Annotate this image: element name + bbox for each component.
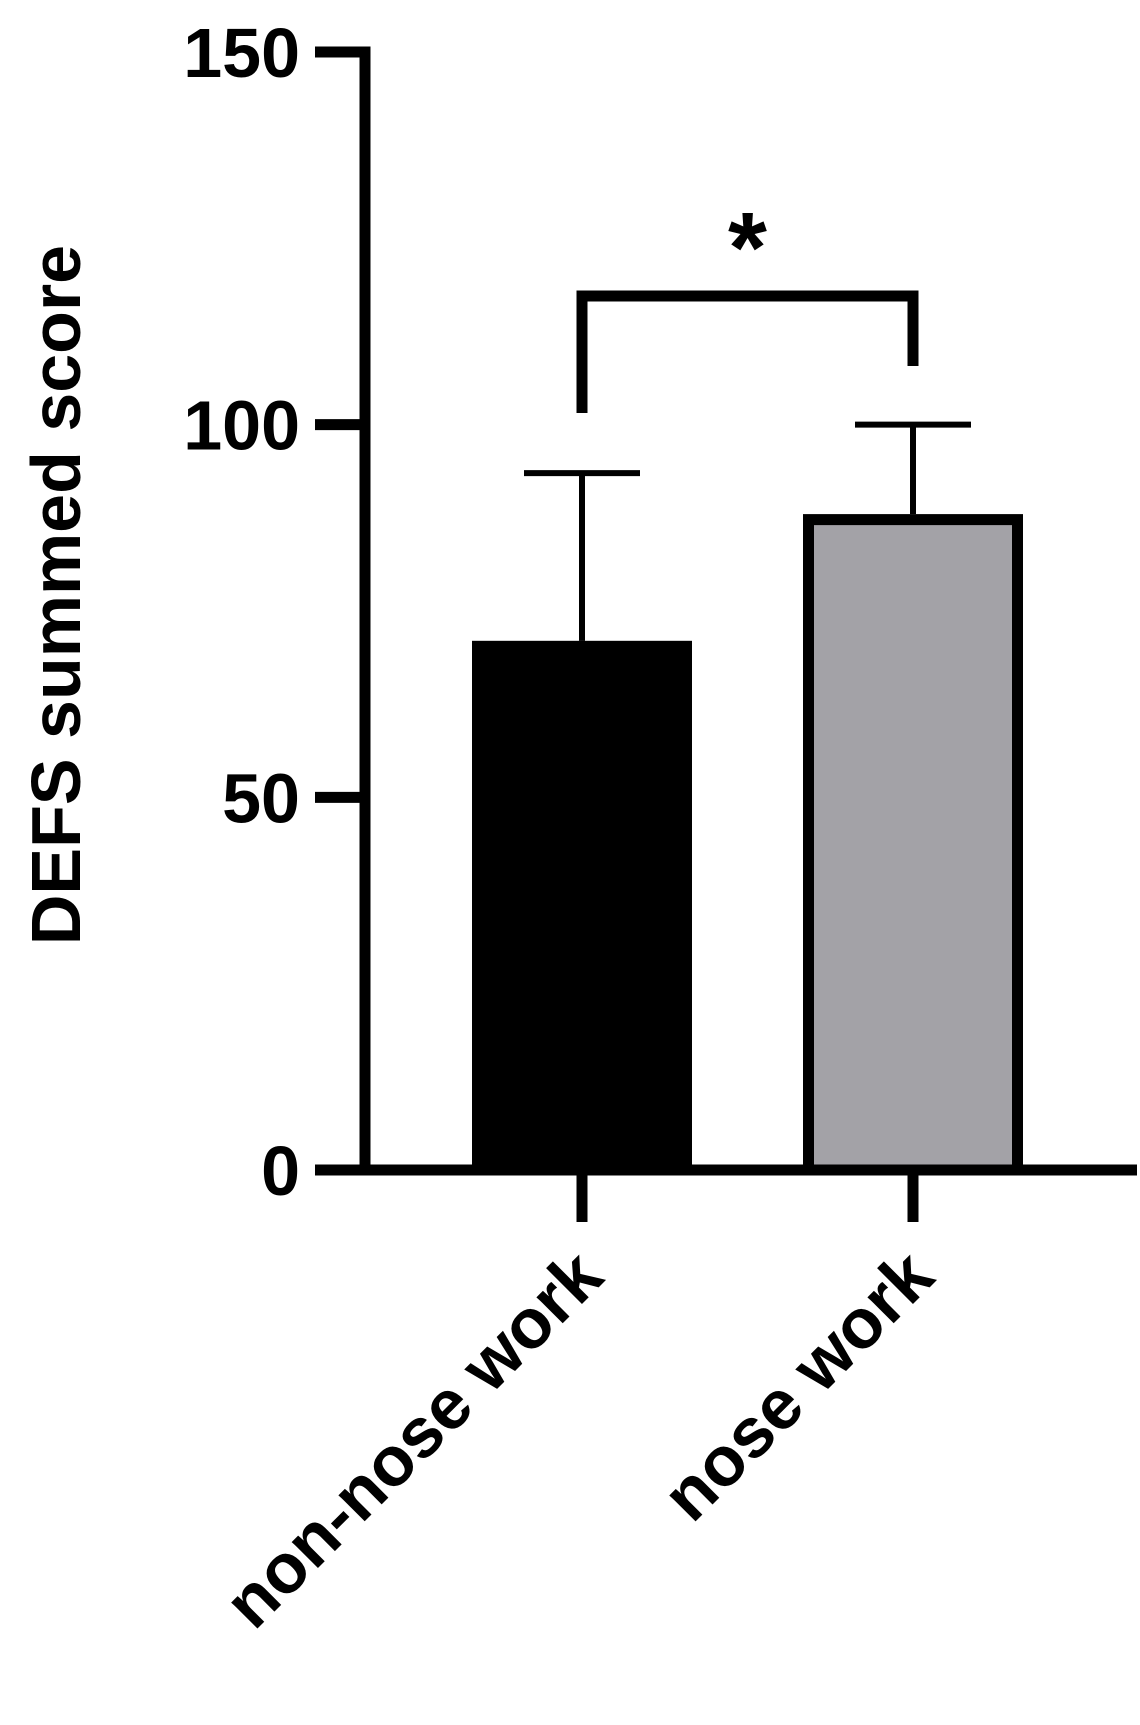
error-bars	[524, 421, 971, 641]
x-tick-label: non-nose work	[209, 1235, 616, 1642]
significance-asterisk: *	[728, 192, 767, 304]
y-axis-ticks: 0 50 100 150	[183, 14, 365, 1210]
bars	[472, 514, 1023, 1176]
y-tick-label: 0	[261, 1132, 300, 1210]
y-tick-label: 50	[222, 759, 300, 837]
y-tick-label: 100	[183, 387, 300, 465]
y-axis-label: DEFS summed score	[17, 245, 95, 945]
significance-line	[576, 290, 919, 413]
bar	[472, 640, 692, 1176]
x-tick-label: nose work	[648, 1235, 948, 1535]
x-axis-ticks: non-nose work nose work	[209, 1170, 948, 1643]
significance-bracket: *	[576, 192, 919, 413]
bar	[803, 514, 1023, 1176]
y-tick-label: 150	[183, 14, 300, 92]
